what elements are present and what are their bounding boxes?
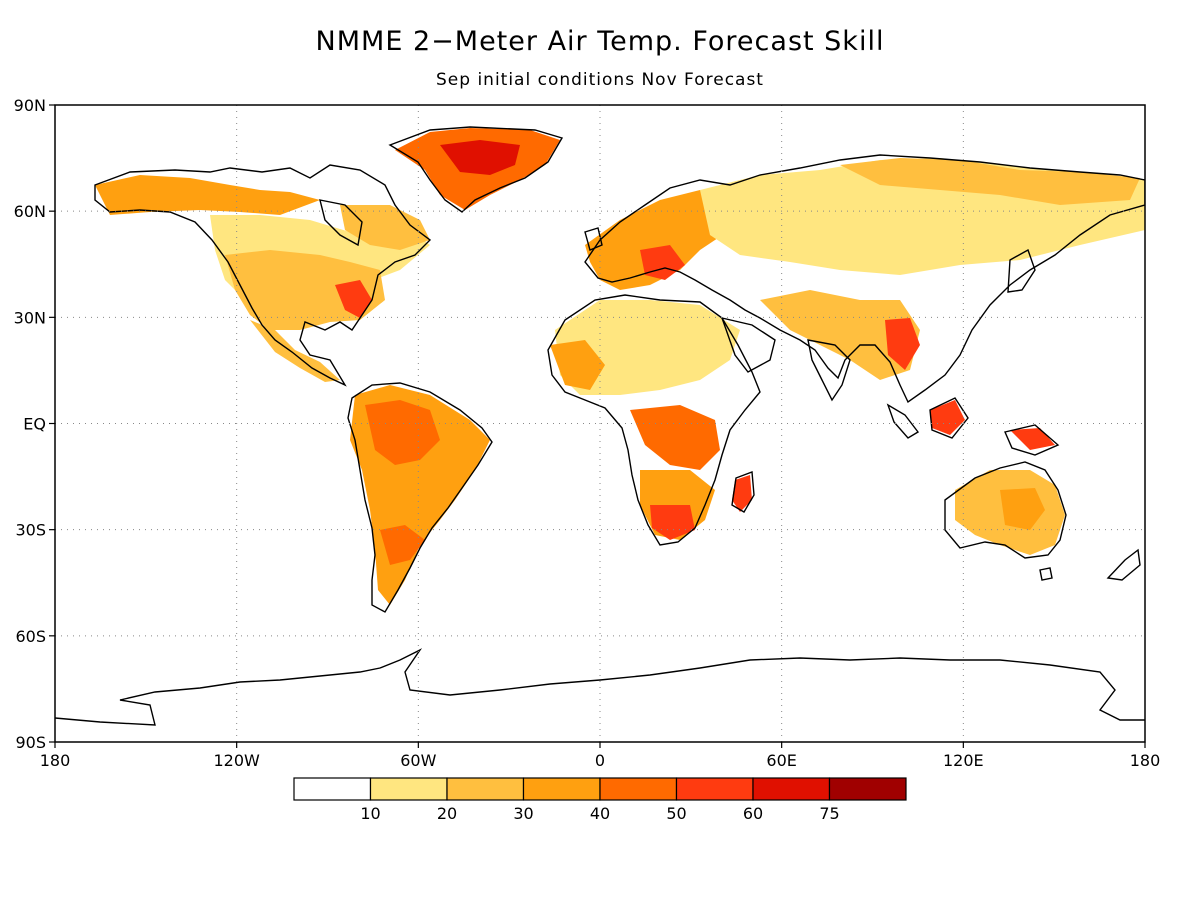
coast-madagascar: [731, 471, 755, 513]
colorbar-bin: [752, 777, 831, 801]
map-subtitle: Sep initial conditions Nov Forecast: [436, 70, 764, 90]
lat-tick-label: 30N: [14, 308, 46, 327]
lon-tick-label: 0: [595, 751, 605, 770]
shade-asia-south: [760, 290, 920, 380]
shade-borneo: [930, 400, 965, 435]
lon-tick-label: 120W: [213, 751, 260, 770]
coast-australia: [944, 461, 1067, 559]
coast-hudson-bay: [319, 199, 363, 247]
colorbar-label: 75: [819, 804, 839, 823]
colorbar-bin: [828, 777, 907, 801]
colorbar: 10 20 30 40 50 60 75: [293, 777, 907, 823]
map-title: NMME 2−Meter Air Temp. Forecast Skill: [315, 26, 885, 57]
shade-indochina: [885, 318, 920, 370]
lat-tick-label: 60S: [15, 627, 46, 646]
colorbar-bin: [369, 777, 448, 801]
coast-tasmania: [1039, 567, 1053, 581]
shade-west-africa: [550, 340, 605, 390]
shade-europe: [585, 190, 740, 290]
shade-madagascar: [732, 475, 752, 512]
colorbar-bin: [675, 777, 754, 801]
shade-amazon: [365, 400, 440, 465]
coast-north-america: [94, 164, 432, 387]
coastlines: [55, 126, 1145, 726]
colorbar-bin: [293, 777, 372, 801]
coast-eurasia: [584, 154, 1145, 404]
graticule: [55, 105, 1145, 742]
coast-sumatra: [886, 403, 920, 439]
shade-australia-core: [1000, 488, 1045, 530]
coast-arabia: [720, 317, 776, 373]
coast-new-zealand: [1106, 548, 1141, 581]
coast-uk: [584, 227, 603, 251]
coast-africa: [547, 294, 761, 546]
colorbar-bin: [522, 777, 601, 801]
colorbar-label: 60: [743, 804, 763, 823]
colorbar-label: 40: [590, 804, 610, 823]
shade-greenland-core: [440, 140, 520, 175]
lon-tick-label: 60W: [400, 751, 436, 770]
colorbar-label: 30: [513, 804, 533, 823]
skill-shading: [95, 128, 1145, 605]
coast-greenland: [388, 126, 564, 213]
lat-tick-label: 30S: [15, 521, 46, 540]
lat-tick-label: 90S: [15, 733, 46, 752]
coast-south-america: [347, 382, 493, 613]
lon-tick-label: 120E: [943, 751, 984, 770]
colorbar-label: 10: [360, 804, 380, 823]
colorbar-bin: [599, 777, 678, 801]
lon-tick-label: 180: [1130, 751, 1161, 770]
shade-siberia-north: [840, 158, 1140, 205]
shade-new-guinea: [1010, 428, 1055, 450]
shade-argentina: [380, 525, 425, 565]
shade-africa-central: [630, 405, 720, 470]
lat-tick-label: EQ: [23, 415, 46, 434]
lon-tick-label: 60E: [766, 751, 796, 770]
lon-tick-label: 180: [40, 751, 71, 770]
shade-mexico: [250, 320, 340, 382]
coast-antarctica: [55, 648, 1145, 726]
coast-india: [807, 339, 851, 402]
coast-borneo: [929, 397, 969, 439]
lat-tick-label: 60N: [14, 202, 46, 221]
shade-canada-east: [340, 205, 430, 250]
coast-new-guinea: [1004, 424, 1060, 456]
colorbar-label: 20: [437, 804, 457, 823]
shade-usa-se: [335, 280, 372, 318]
coast-japan: [1007, 248, 1036, 293]
colorbar-label: 50: [666, 804, 686, 823]
shade-south-africa: [650, 505, 695, 540]
lat-tick-label: 90N: [14, 96, 46, 115]
shade-alaska: [95, 175, 320, 215]
colorbar-bin: [446, 777, 525, 801]
